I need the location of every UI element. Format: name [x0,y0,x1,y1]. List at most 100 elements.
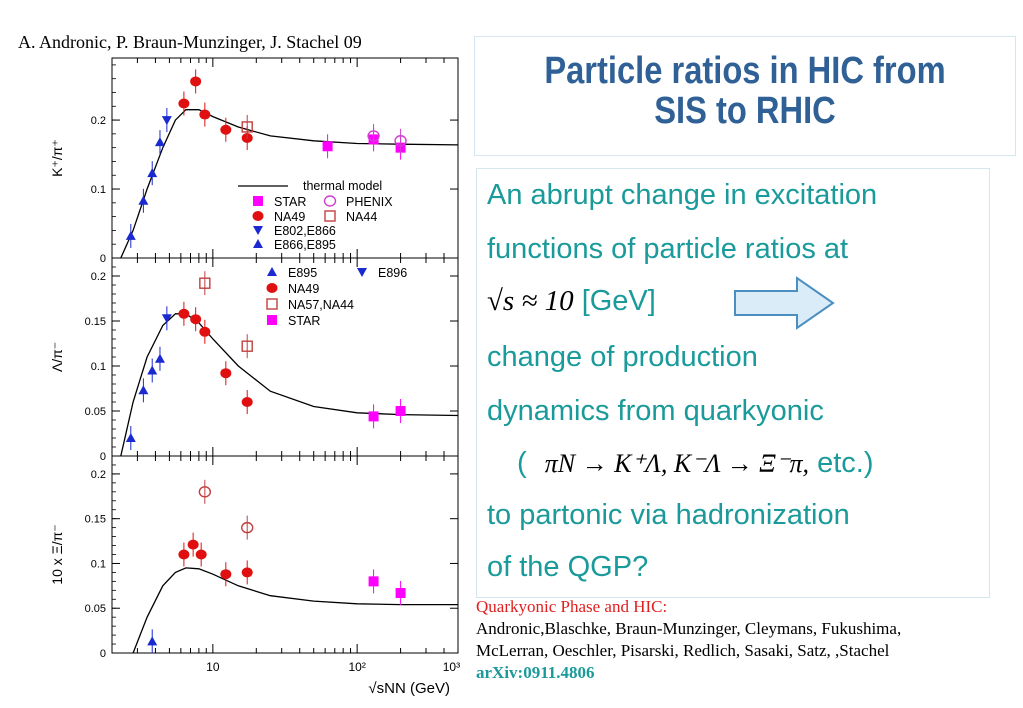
y-tick-label: 0.2 [91,271,106,283]
data-point [220,569,232,580]
legend-label: STAR [288,314,320,328]
legend-label: NA49 [274,210,305,224]
legend-label: NA57,NA44 [288,298,354,312]
data-point [178,308,190,319]
x-axis-label: √sNN (GeV) [368,680,450,697]
particle-ratio-figure: 0 0.1 0.2 K⁺/π⁺ 0 0.05 0.1 0.15 0.2 Λ/π⁻ 0 0.05 0.1 0… [49,57,460,697]
x-tick-label: 10³ [443,660,460,674]
y-tick-label: 0 [100,253,106,265]
y-axis-label: Λ/π⁻ [49,342,65,372]
body-line-8: of the QGP? [487,551,649,583]
legend-marker [324,210,336,222]
data-point [220,124,232,135]
data-point [220,368,232,379]
x-tick-label: 10 [206,660,220,674]
open-paren: ( [517,447,527,479]
panel-frame [111,257,459,457]
y-tick-label: 0.15 [85,316,106,328]
data-point [368,576,379,587]
data-point [241,567,253,578]
references: Quarkyonic Phase and HIC: Andronic,Blasc… [476,596,901,684]
body-line-4: change of production [487,341,758,373]
legend-label: NA44 [346,210,377,224]
y-tick-label: 0.1 [91,558,106,570]
body-text-box: An abrupt change in excitation functions… [476,168,990,598]
data-point [125,433,136,442]
body-line-1: An abrupt change in excitation [487,179,878,211]
title-line2: SIS to RHIC [654,90,836,132]
data-point [367,130,380,142]
y-tick-label: 0 [100,451,106,463]
legend-marker [266,283,278,293]
legend-label: NA49 [288,282,319,296]
data-point [178,549,190,560]
legend-marker [266,298,278,310]
sqrt-s-formula: √s ≈ 10 [487,285,574,317]
data-point [147,365,158,375]
body-line-2: functions of particle ratios at [487,233,849,265]
data-point [178,98,190,109]
legend-label: E896 [378,266,407,280]
data-point [394,135,407,147]
body-line-5: dynamics from quarkyonic [487,395,824,427]
y-tick-label: 0.05 [85,603,106,615]
data-point [190,314,202,325]
data-point [199,277,211,289]
ref-heading: Quarkyonic Phase and HIC: [476,597,668,616]
data-point [147,168,158,178]
arxiv-link[interactable]: arXiv:0911.4806 [476,663,595,682]
y-tick-label: 0 [100,648,106,660]
data-point [395,588,406,599]
legend-label: E866,E895 [274,238,336,252]
legend-marker [267,315,277,325]
gev-unit: [GeV] [581,285,656,317]
data-point [241,521,254,534]
data-point [322,141,333,152]
y-axis-label: 10 x Ξ/π⁻ [49,524,65,584]
data-point [199,326,211,337]
data-point [241,340,253,352]
data-point [199,109,211,120]
legend-label: thermal model [303,179,382,193]
data-point [138,385,149,395]
thermal-model-curve [132,567,458,654]
thermal-model-curve [120,313,459,457]
y-tick-label: 0.05 [85,406,106,418]
right-arrow-icon [734,276,835,330]
legend-label: PHENIX [346,195,393,209]
data-point [395,406,406,416]
data-point [241,121,253,133]
data-point [161,116,172,126]
y-tick-label: 0.2 [91,469,106,481]
data-point [161,314,172,324]
etc-text: etc.) [817,447,874,479]
data-point [138,195,149,205]
data-point [368,411,379,422]
legend-marker [357,268,367,277]
legend-label: E802,E866 [274,224,336,238]
legend-marker [253,226,263,235]
slide-title: Particle ratios in HIC from SIS to RHIC [513,51,977,131]
y-tick-label: 0.2 [91,115,106,127]
y-axis-label: K⁺/π⁺ [49,139,65,177]
ref-authors-1: Andronic,Blaschke, Braun-Munzinger, Cley… [476,619,902,638]
data-point [147,636,158,646]
legend-label: STAR [274,195,306,209]
x-tick-label: 10² [348,660,365,674]
title-box: Particle ratios in HIC from SIS to RHIC [474,36,1016,156]
data-point [187,539,199,550]
legend-marker [252,211,264,221]
reaction-formula: πN → K⁺Λ, K⁻Λ → Ξ⁻π, [544,449,810,478]
legend-marker [253,196,263,206]
y-tick-label: 0.1 [91,184,106,196]
legend-marker [267,267,277,276]
data-point [195,549,207,560]
y-tick-label: 0.15 [85,514,106,526]
authors-credit: A. Andronic, P. Braun-Munzinger, J. Stac… [18,32,362,52]
data-point [154,353,165,363]
data-point [241,397,253,407]
legend-marker [323,195,337,207]
data-point [198,486,212,498]
panel-frame [111,455,459,654]
body-line-7: to partonic via hadronization [487,499,850,531]
